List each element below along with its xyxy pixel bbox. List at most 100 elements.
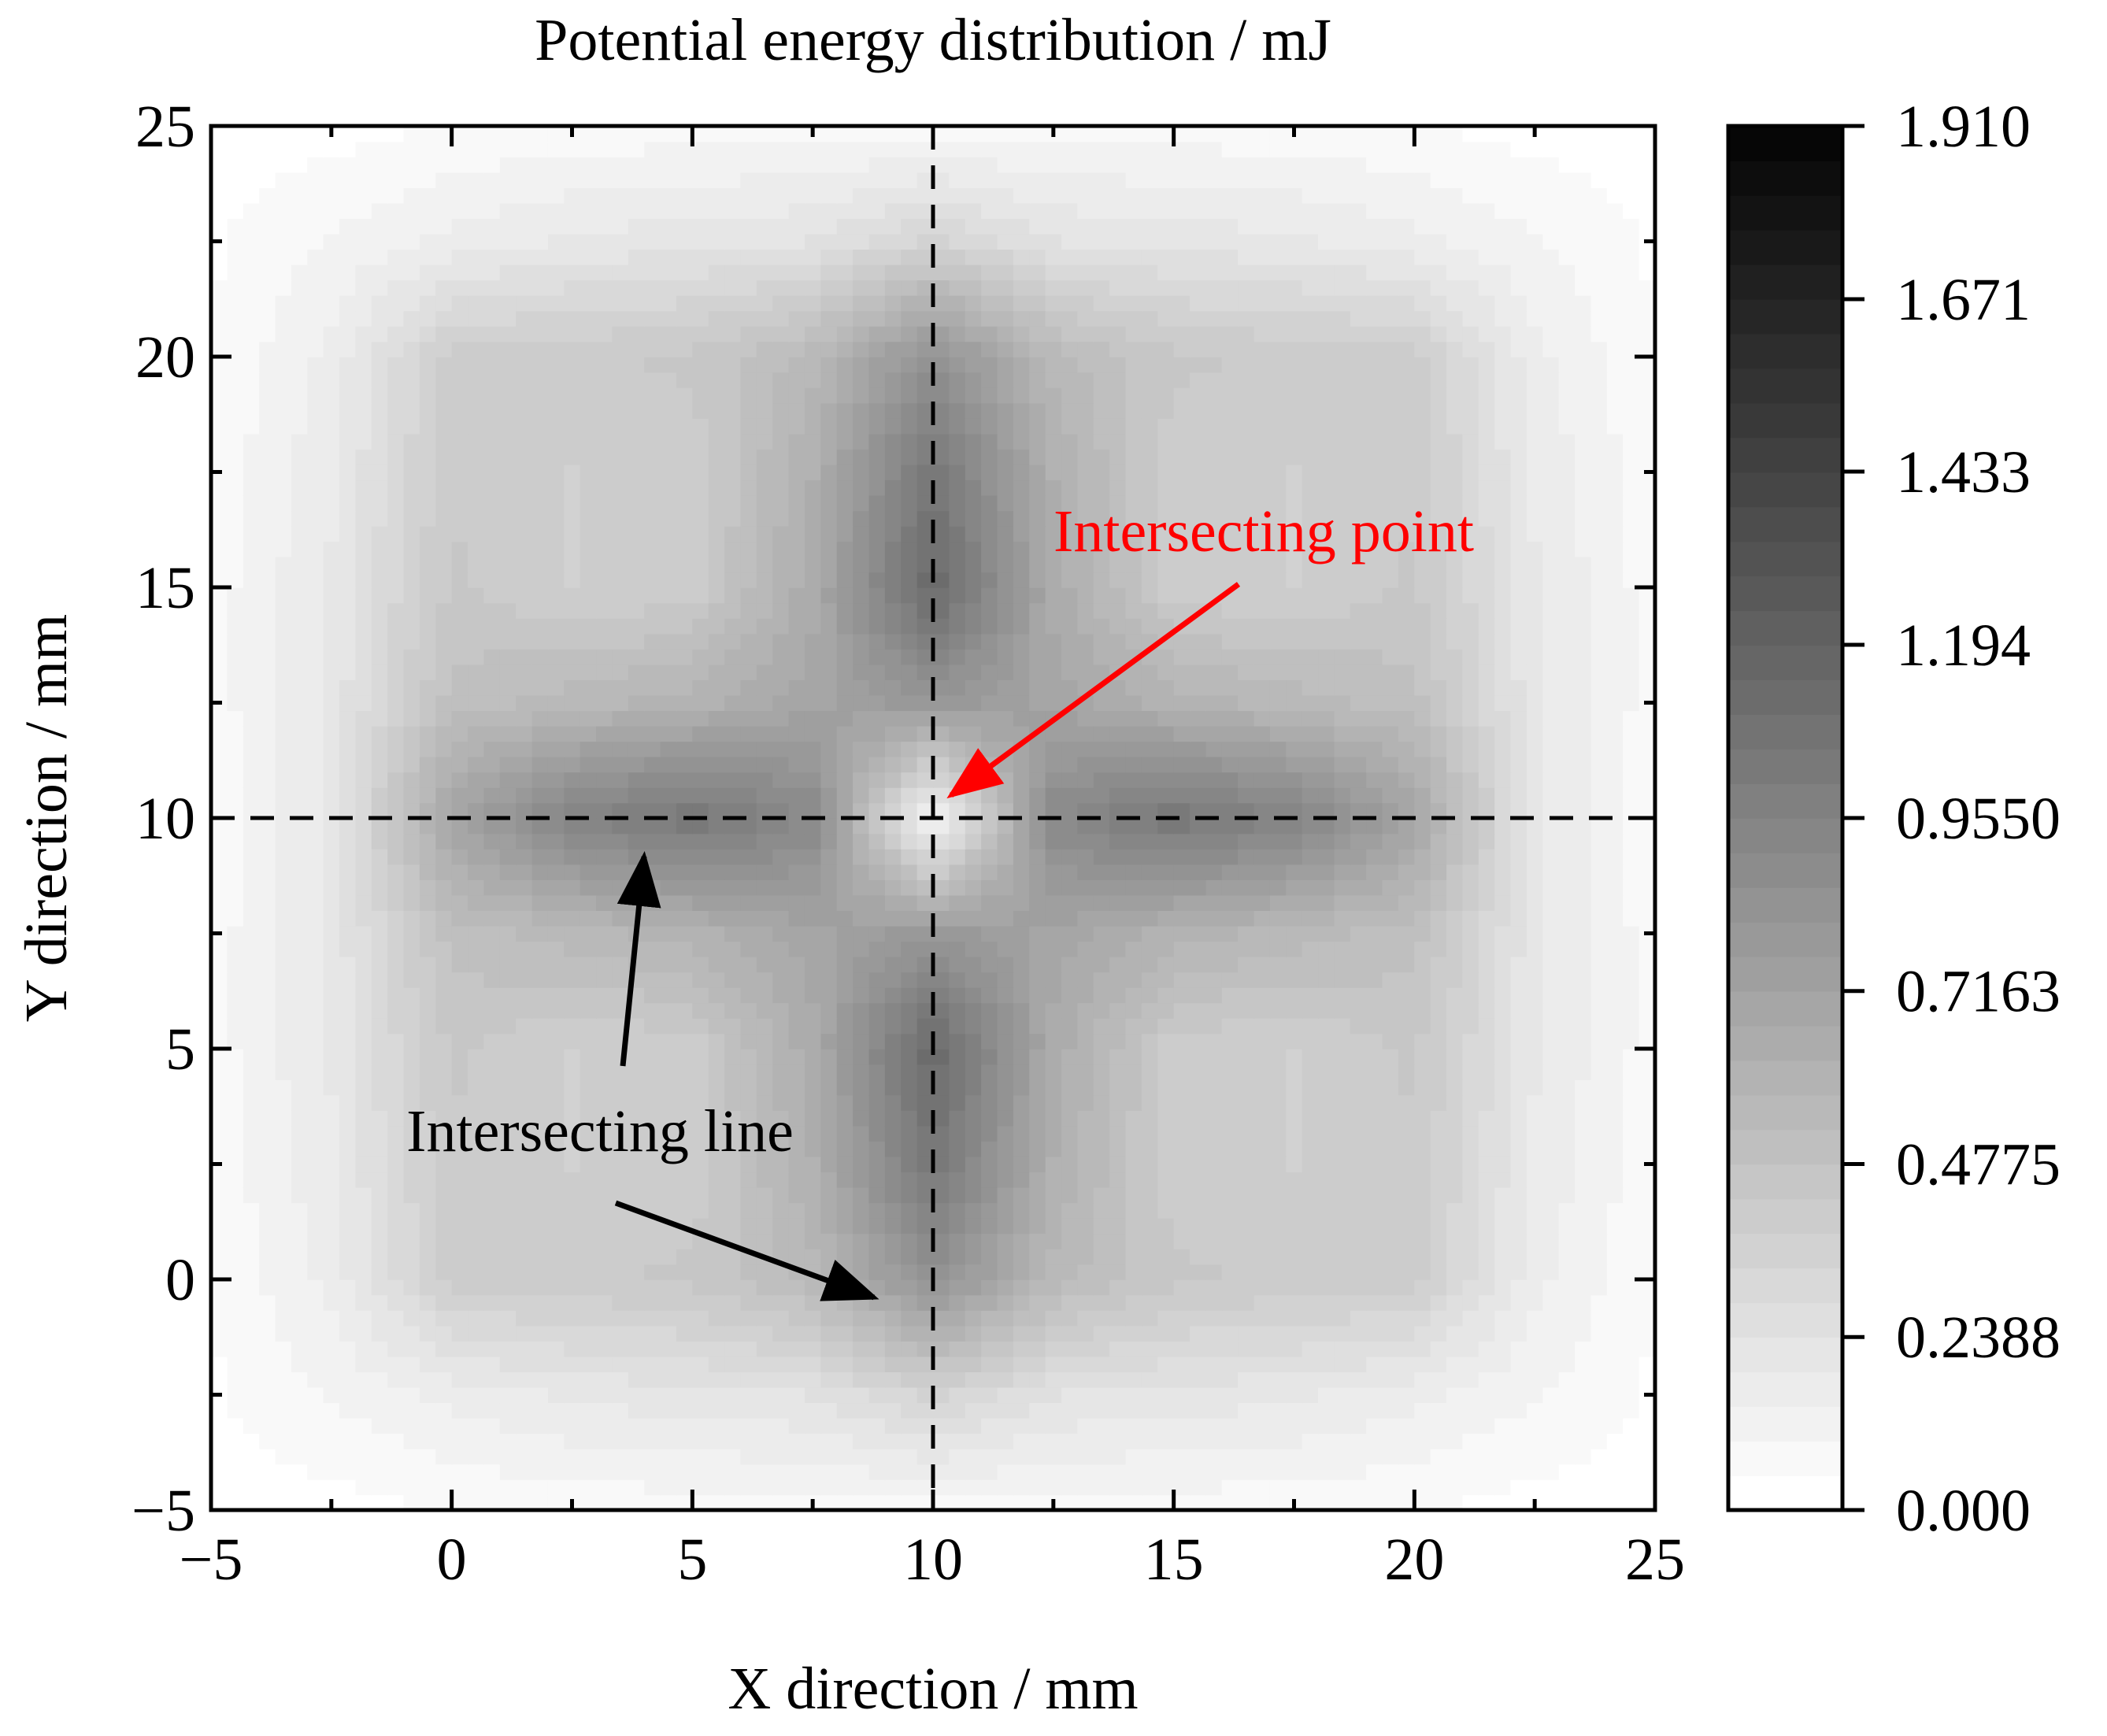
heatmap-cell: [1334, 1110, 1351, 1127]
heatmap-cell: [547, 986, 565, 1004]
heatmap-cell: [949, 1217, 966, 1234]
heatmap-cell: [1478, 1094, 1496, 1111]
heatmap-cell: [339, 1294, 357, 1311]
heatmap-cell: [756, 1110, 774, 1127]
heatmap-cell: [1366, 1110, 1383, 1127]
heatmap-cell: [1590, 986, 1608, 1004]
heatmap-cell: [884, 1125, 902, 1142]
heatmap-cell: [596, 1448, 613, 1465]
heatmap-cell: [339, 1002, 357, 1019]
heatmap-cell: [1526, 1033, 1544, 1049]
heatmap-cell: [1366, 725, 1383, 742]
heatmap-cell: [1398, 1264, 1416, 1280]
heatmap-cell: [1350, 1079, 1367, 1096]
heatmap-cell: [1575, 1341, 1592, 1357]
heatmap-cell: [676, 1202, 694, 1219]
heatmap-cell: [1494, 756, 1512, 773]
heatmap-cell: [403, 879, 420, 896]
heatmap-cell: [516, 1325, 533, 1342]
heatmap-cell: [916, 1448, 934, 1465]
heatmap-cell: [1269, 1033, 1287, 1049]
heatmap-cell: [981, 664, 998, 680]
heatmap-cell: [853, 1002, 870, 1019]
heatmap-cell: [1639, 864, 1655, 880]
heatmap-cell: [1125, 972, 1142, 988]
heatmap-cell: [1269, 894, 1287, 911]
heatmap-cell: [788, 1386, 805, 1404]
heatmap-cell: [387, 956, 405, 973]
heatmap-cell: [788, 1248, 805, 1265]
heatmap-cell: [1382, 864, 1399, 880]
heatmap-cell: [901, 1172, 918, 1188]
heatmap-cell: [323, 879, 340, 896]
heatmap-cell: [1382, 787, 1399, 804]
heatmap-cell: [516, 956, 533, 973]
heatmap-cell: [483, 1448, 501, 1465]
heatmap-cell: [1077, 1064, 1094, 1080]
heatmap-cell: [259, 1356, 276, 1372]
heatmap-cell: [516, 1310, 533, 1327]
heatmap-cell: [1526, 818, 1544, 835]
heatmap-cell: [1238, 1233, 1255, 1249]
heatmap-cell: [692, 725, 709, 742]
heatmap-cell: [836, 910, 854, 927]
heatmap-cell: [307, 1417, 324, 1434]
heatmap-cell: [1302, 1125, 1319, 1142]
heatmap-cell: [1398, 787, 1416, 804]
heatmap-cell: [531, 1402, 549, 1419]
heatmap-cell: [323, 649, 340, 665]
heatmap-cell: [1109, 1079, 1127, 1096]
heatmap-cell: [1077, 894, 1094, 911]
heatmap-cell: [916, 864, 934, 880]
heatmap-cell: [1558, 772, 1576, 788]
heatmap-cell: [853, 986, 870, 1004]
heatmap-cell: [756, 1233, 774, 1249]
heatmap-cell: [451, 1172, 468, 1188]
heatmap-cell: [1221, 941, 1239, 957]
heatmap-cell: [339, 679, 357, 696]
heatmap-cell: [1029, 1110, 1046, 1127]
heatmap-cell: [740, 1186, 757, 1204]
heatmap-cell: [1462, 1448, 1479, 1465]
heatmap-cell: [547, 1386, 565, 1404]
heatmap-cell: [1157, 956, 1175, 973]
heatmap-cell: [435, 1294, 453, 1311]
heatmap-cell: [981, 741, 998, 757]
heatmap-cell: [419, 864, 437, 880]
heatmap-cell: [1462, 818, 1479, 835]
heatmap-cell: [580, 1448, 597, 1465]
heatmap-cell: [1382, 1433, 1399, 1449]
heatmap-cell: [1350, 941, 1367, 957]
heatmap-cell: [1639, 1248, 1655, 1265]
heatmap-cell: [997, 772, 1014, 788]
heatmap-cell: [916, 756, 934, 773]
heatmap-cell: [580, 1217, 597, 1234]
heatmap-cell: [259, 694, 276, 712]
heatmap-cell: [901, 741, 918, 757]
heatmap-cell: [1269, 910, 1287, 927]
heatmap-cell: [211, 1141, 228, 1157]
heatmap-cell: [1045, 1110, 1062, 1127]
heatmap-cell: [339, 1156, 357, 1173]
heatmap-cell: [820, 1125, 838, 1142]
heatmap-cell: [275, 1094, 292, 1111]
heatmap-cell: [435, 1064, 453, 1080]
heatmap-cell: [1414, 787, 1431, 804]
heatmap-cell: [1590, 1464, 1608, 1480]
heatmap-cell: [981, 864, 998, 880]
heatmap-cell: [1269, 1248, 1287, 1265]
heatmap-cell: [259, 1417, 276, 1434]
heatmap-cell: [772, 787, 790, 804]
heatmap-cell: [1430, 756, 1447, 773]
heatmap-cell: [1190, 925, 1207, 942]
heatmap-cell: [676, 1341, 694, 1357]
heatmap-cell: [403, 694, 420, 712]
heatmap-cell: [708, 1417, 725, 1434]
heatmap-cell: [1205, 1248, 1223, 1265]
heatmap-cell: [1494, 894, 1512, 911]
heatmap-cell: [419, 1264, 437, 1280]
heatmap-cell: [1623, 1033, 1640, 1049]
heatmap-cell: [1590, 894, 1608, 911]
heatmap-cell: [1238, 1248, 1255, 1265]
heatmap-cell: [644, 1017, 661, 1035]
